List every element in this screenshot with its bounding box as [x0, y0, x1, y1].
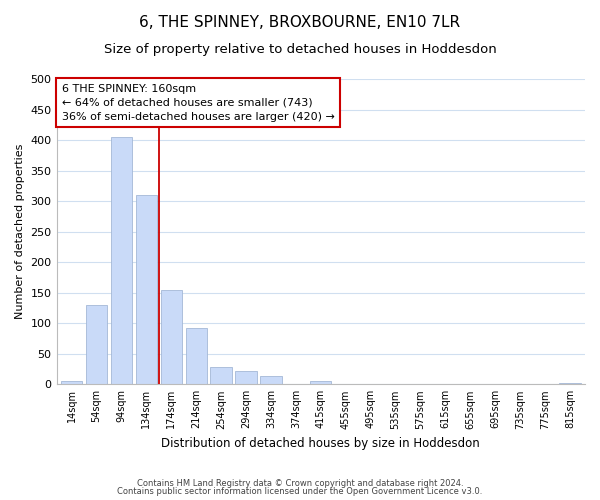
Text: Contains HM Land Registry data © Crown copyright and database right 2024.: Contains HM Land Registry data © Crown c… [137, 478, 463, 488]
X-axis label: Distribution of detached houses by size in Hoddesdon: Distribution of detached houses by size … [161, 437, 480, 450]
Bar [86, 305, 107, 384]
Bar [260, 376, 281, 384]
Bar [111, 137, 132, 384]
Bar [211, 366, 232, 384]
Text: Contains public sector information licensed under the Open Government Licence v3: Contains public sector information licen… [118, 487, 482, 496]
Bar [161, 290, 182, 384]
Text: 6, THE SPINNEY, BROXBOURNE, EN10 7LR: 6, THE SPINNEY, BROXBOURNE, EN10 7LR [139, 15, 461, 30]
Text: 6 THE SPINNEY: 160sqm
← 64% of detached houses are smaller (743)
36% of semi-det: 6 THE SPINNEY: 160sqm ← 64% of detached … [62, 84, 335, 122]
Bar [559, 383, 581, 384]
Bar [235, 371, 257, 384]
Y-axis label: Number of detached properties: Number of detached properties [15, 144, 25, 320]
Bar [61, 382, 82, 384]
Bar [310, 382, 331, 384]
Bar [185, 328, 207, 384]
Bar [136, 195, 157, 384]
Text: Size of property relative to detached houses in Hoddesdon: Size of property relative to detached ho… [104, 42, 496, 56]
